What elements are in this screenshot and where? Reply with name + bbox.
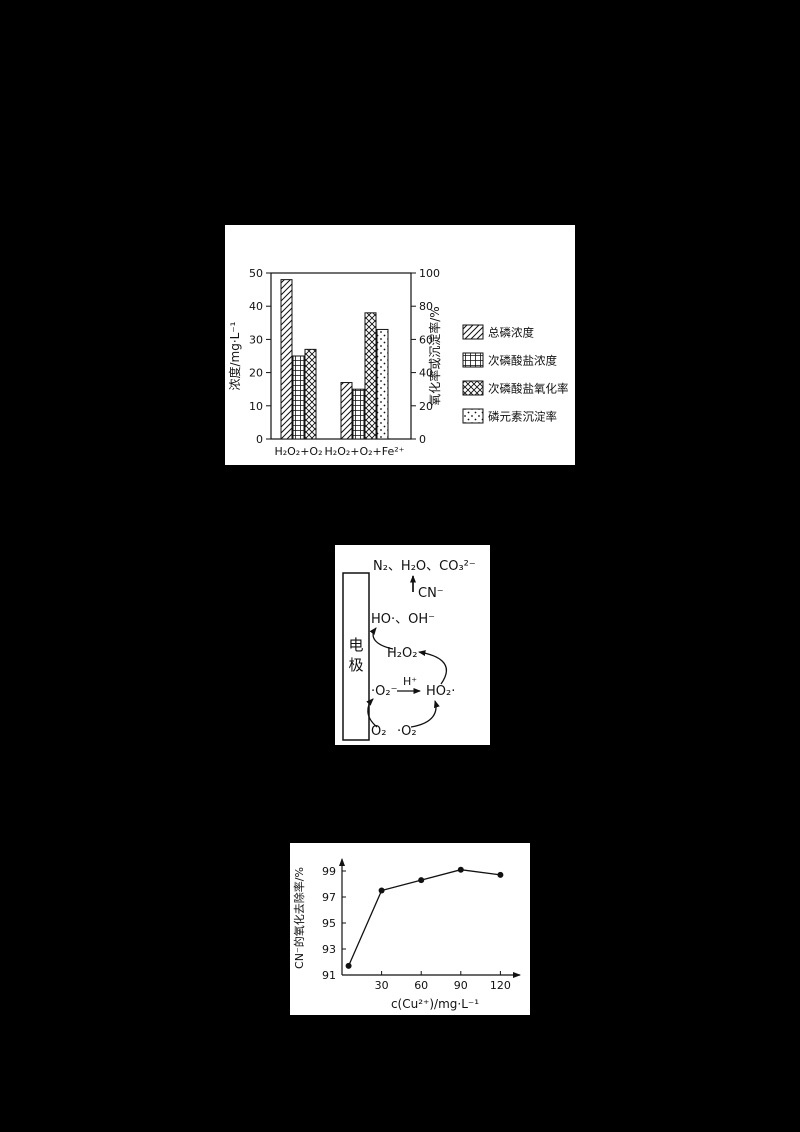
y-tick-label: 95: [322, 917, 336, 930]
data-point: [457, 866, 464, 873]
right-tick-label: 60: [419, 333, 433, 346]
bar: [352, 388, 365, 440]
y-tick-label: 99: [322, 865, 336, 878]
left-tick-label: 10: [249, 400, 263, 413]
x-tick-label: 60: [414, 979, 428, 992]
x-tick-label: 90: [454, 979, 468, 992]
bar: [376, 328, 389, 440]
bar-chart-plot: 0 10 20 30 40 50 0 20 40 60 80 100 H₂O₂+O₂ H₂O₂+O₂+Fe…: [249, 267, 569, 458]
category-label: H₂O₂+O₂: [274, 445, 322, 458]
legend-swatch: [462, 408, 484, 424]
bar: [304, 348, 317, 440]
hplus-label: H⁺: [403, 675, 417, 688]
o2dot-label: ·O₂: [397, 724, 417, 739]
legend-swatch: [462, 380, 484, 396]
x-tick-label: 120: [490, 979, 511, 992]
data-point: [418, 877, 425, 884]
bar: [364, 312, 377, 440]
line-chart: CN⁻的氧化去除率/% c(Cu²⁺)/mg·L⁻¹ 30 60 90 120 91 93…: [292, 858, 521, 1011]
data-point: [345, 962, 352, 969]
left-axis-label: 浓度/mg·L⁻¹: [227, 321, 242, 390]
right-tick-label: 40: [419, 367, 433, 380]
left-tick-label: 30: [249, 333, 263, 346]
x-tick-label: 30: [375, 979, 389, 992]
legend-swatch: [462, 352, 484, 368]
bar: [340, 382, 353, 440]
category-label: H₂O₂+O₂+Fe²⁺: [325, 445, 405, 458]
o2dot-to-ho2-arrow: [410, 700, 440, 728]
y-tick-label: 93: [322, 943, 336, 956]
radicals-label: HO·、OH⁻: [371, 612, 435, 627]
right-tick-label: 20: [419, 400, 433, 413]
figure3-panel: CN⁻的氧化去除率/% c(Cu²⁺)/mg·L⁻¹ 30 60 90 120 91 93…: [290, 843, 530, 1015]
legend-label: 总磷浓度: [488, 326, 534, 340]
y-tick-label: 97: [322, 891, 336, 904]
superoxide-label: ·O₂⁻: [371, 684, 397, 699]
legend-label: 次磷酸盐氧化率: [488, 382, 569, 396]
products-label: N₂、H₂O、CO₃²⁻: [373, 559, 476, 574]
bar: [292, 355, 305, 440]
left-tick-label: 50: [249, 267, 263, 280]
ho2-label: HO₂·: [426, 684, 455, 699]
y-tick-label: 91: [322, 969, 336, 982]
bar-chart: 浓度/mg·L⁻¹ 氧化率或沉淀率/% 0 10 20 30 40 50 0 20 40 60 80…: [227, 267, 569, 458]
figure1-panel: 浓度/mg·L⁻¹ 氧化率或沉淀率/% 0 10 20 30 40 50 0 20 40 60 80…: [225, 225, 575, 465]
data-line: [348, 869, 501, 967]
bar: [280, 279, 293, 440]
left-tick-label: 0: [256, 433, 263, 446]
line-chart-plot: 30 60 90 120 91 93 95 97 99: [322, 858, 521, 992]
x-axis-label: c(Cu²⁺)/mg·L⁻¹: [391, 997, 479, 1011]
data-point: [378, 887, 385, 894]
right-axis-label: 氧化率或沉淀率/%: [427, 306, 442, 405]
right-tick-label: 80: [419, 300, 433, 313]
figure2-panel: N₂、H₂O、CO₃²⁻ CN⁻ HO·、OH⁻ H₂O₂ ·O₂⁻ H⁺ HO…: [335, 545, 490, 745]
electrode-diagram: N₂、H₂O、CO₃²⁻ CN⁻ HO·、OH⁻ H₂O₂ ·O₂⁻ H⁺ HO…: [342, 559, 476, 741]
h2o2-label: H₂O₂: [387, 646, 417, 661]
electrode-label: 电极: [346, 636, 365, 677]
o2-to-superoxide-arrow: [366, 698, 378, 728]
left-tick-label: 20: [249, 367, 263, 380]
left-tick-label: 40: [249, 300, 263, 313]
h2o2-to-radicals-arrow: [369, 627, 394, 650]
electrode-body: [342, 572, 370, 741]
ho2-to-h2o2-arrow: [418, 650, 447, 685]
legend-label: 次磷酸盐浓度: [488, 354, 557, 368]
right-tick-label: 0: [419, 433, 426, 446]
o2-label: O₂: [371, 724, 386, 739]
data-point: [497, 871, 504, 878]
legend-swatch: [462, 324, 484, 340]
legend-label: 磷元素沉淀率: [488, 410, 557, 424]
y-axis-label: CN⁻的氧化去除率/%: [292, 867, 306, 969]
right-tick-label: 100: [419, 267, 440, 280]
cn-label: CN⁻: [418, 586, 444, 601]
